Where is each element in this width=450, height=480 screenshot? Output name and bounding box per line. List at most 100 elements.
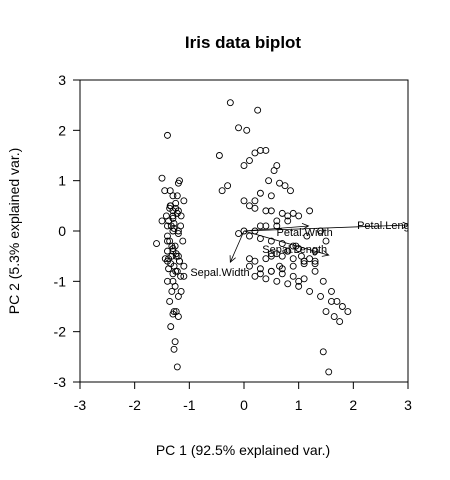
data-point — [251, 272, 259, 280]
data-point — [164, 257, 171, 265]
data-point — [168, 242, 176, 250]
loading-arrowhead — [229, 255, 236, 264]
data-point — [330, 313, 338, 321]
data-point — [251, 149, 259, 157]
x-tick-label: -3 — [74, 397, 87, 413]
loading-arrow — [243, 224, 408, 232]
data-point — [292, 242, 300, 250]
data-point — [240, 162, 248, 170]
data-point — [256, 222, 264, 230]
data-point — [328, 287, 335, 295]
data-point — [215, 152, 223, 159]
data-point — [246, 202, 253, 210]
data-point — [256, 270, 264, 278]
data-point — [267, 237, 275, 245]
data-point — [289, 272, 297, 280]
loading-label: Sepal.Width — [190, 267, 249, 279]
data-point — [251, 257, 259, 265]
y-axis: -3 -2 -1 0 1 2 3 — [54, 72, 80, 390]
data-point — [158, 217, 166, 225]
data-point — [311, 260, 319, 268]
data-point — [174, 230, 182, 237]
data-point — [170, 345, 178, 353]
data-point — [180, 262, 188, 270]
data-point — [246, 232, 253, 240]
data-point — [322, 308, 330, 315]
loading-vectors: Petal.Length Petal.Width Sepal.Length Sepal… — [190, 220, 419, 279]
data-point — [170, 262, 178, 270]
data-point — [336, 318, 344, 326]
data-point — [246, 157, 253, 164]
data-point — [226, 99, 234, 107]
data-point — [177, 287, 185, 295]
data-point — [246, 262, 253, 270]
data-point — [300, 257, 308, 265]
data-point — [317, 292, 324, 300]
data-point — [276, 179, 283, 187]
x-axis-label: PC 1 (92.5% explained var.) — [156, 442, 330, 458]
x-tick-label: -2 — [128, 397, 141, 413]
y-axis-label: PC 2 (5.3% explained var.) — [6, 148, 22, 315]
data-point — [306, 287, 314, 295]
data-point — [300, 260, 308, 268]
data-point — [306, 207, 314, 215]
data-point — [224, 182, 232, 190]
data-point — [284, 280, 292, 288]
data-point — [161, 187, 169, 195]
data-point — [303, 232, 311, 240]
data-point — [251, 204, 259, 212]
loading-label: Sepal.Length — [262, 244, 327, 256]
y-tick-label: 3 — [58, 72, 66, 88]
data-point — [166, 204, 174, 212]
data-point — [278, 209, 286, 217]
data-point — [235, 230, 242, 237]
data-point — [328, 298, 335, 305]
data-point — [319, 277, 327, 285]
data-point — [172, 252, 180, 260]
x-tick-label: 1 — [295, 397, 303, 413]
x-tick-label: 2 — [349, 397, 357, 413]
x-tick-label: -1 — [183, 397, 196, 413]
data-point — [295, 277, 303, 285]
data-point — [164, 247, 171, 255]
data-point — [254, 106, 262, 114]
data-point — [284, 247, 292, 255]
data-point — [267, 250, 275, 258]
data-point — [179, 237, 187, 245]
data-point — [273, 222, 281, 230]
data-point — [173, 363, 181, 371]
data-point — [262, 147, 270, 154]
data-point — [169, 277, 177, 285]
data-point — [174, 252, 182, 260]
data-point — [344, 308, 352, 315]
data-point — [172, 267, 180, 275]
data-point — [165, 265, 173, 273]
data-point — [240, 197, 248, 205]
data-point — [333, 298, 341, 305]
loading-arrow — [243, 230, 329, 256]
data-point — [180, 272, 188, 280]
y-tick-label: 2 — [58, 122, 66, 138]
data-point — [325, 368, 333, 376]
loading-arrowhead — [402, 221, 408, 229]
data-point — [289, 262, 297, 270]
data-point — [311, 257, 319, 265]
data-point — [169, 192, 177, 200]
x-tick-label: 3 — [404, 397, 412, 413]
data-point — [256, 147, 264, 154]
data-point — [300, 275, 308, 283]
y-tick-label: -1 — [54, 273, 67, 289]
data-point — [180, 197, 188, 205]
y-tick-label: -2 — [54, 324, 67, 340]
data-point — [295, 212, 303, 220]
data-point — [262, 255, 270, 263]
x-tick-label: 0 — [240, 397, 248, 413]
data-point — [174, 313, 182, 321]
data-point — [322, 237, 330, 245]
data-point — [273, 250, 281, 258]
chart-title: Iris data biplot — [185, 33, 302, 52]
data-point — [218, 187, 226, 195]
data-point — [273, 217, 281, 225]
loading-label: Petal.Length — [357, 220, 419, 232]
data-point — [289, 255, 297, 263]
